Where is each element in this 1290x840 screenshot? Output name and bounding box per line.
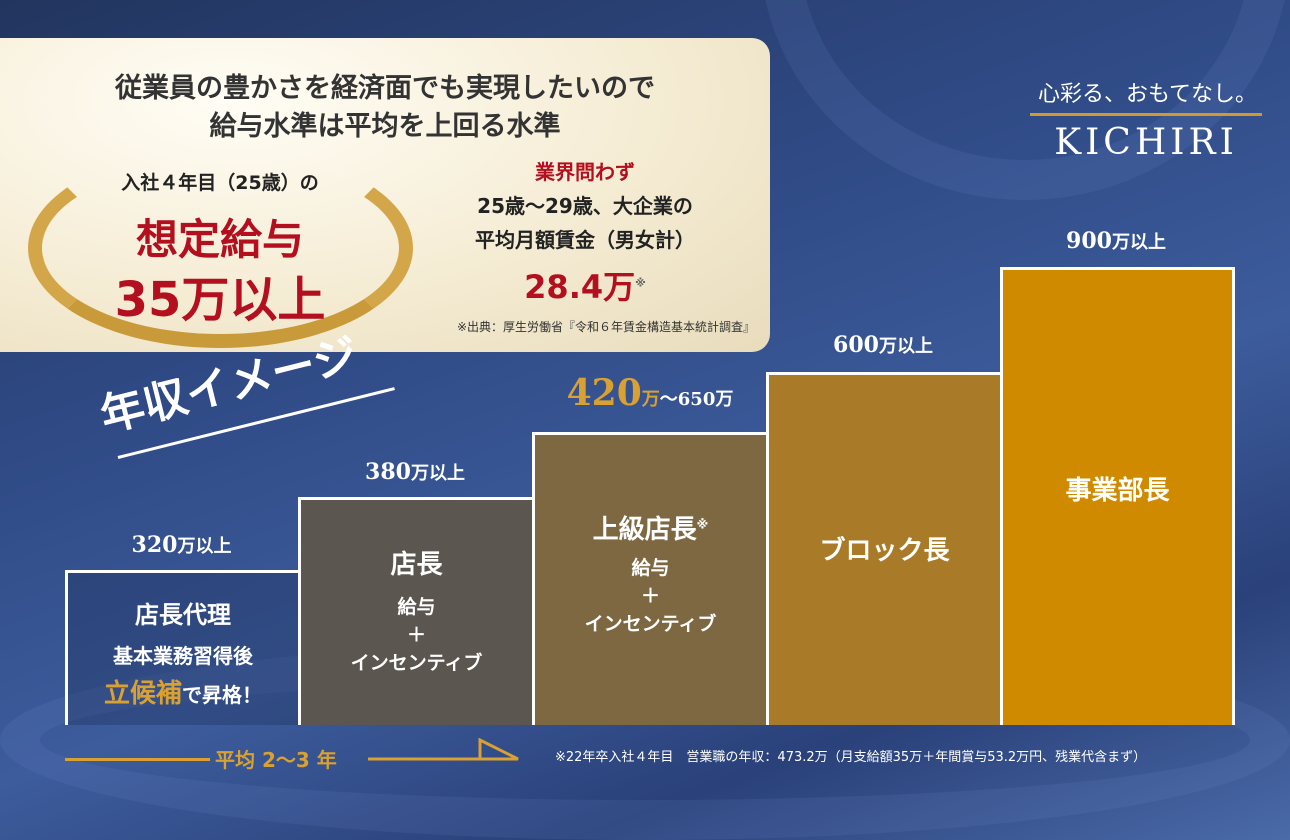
bar-assistant-manager: 店長代理 基本業務習得後 立候補で昇格！: [65, 570, 301, 725]
bar-store-manager: 店長 給与＋インセンティブ: [298, 497, 535, 725]
footnote: ※22年卒入社４年目 営業職の年収：473.2万（月支給額35万＋年間賞与53.…: [555, 750, 1147, 765]
bar-block-manager: ブロック長: [766, 372, 1003, 725]
bar-senior-store-manager: 上級店長※ 給与＋インセンティブ: [532, 432, 769, 725]
level-title: 店長: [390, 550, 443, 580]
level-desc: 基本業務習得後: [113, 644, 253, 668]
logo-divider: [1030, 113, 1262, 116]
comparison-amount: 28.4万※: [440, 262, 730, 308]
level-pay: 給与＋インセンティブ: [350, 596, 483, 674]
comparison-line-1: 25歳〜29歳、大企業の: [477, 194, 693, 218]
level-title: 店長代理: [135, 601, 231, 629]
badge-intro: 入社４年目（25歳）の: [121, 172, 319, 194]
level-title: 上級店長※: [592, 515, 709, 545]
badge-title: 想定給与: [135, 215, 304, 264]
timeline-line-left: [65, 758, 210, 761]
logo-tagline: 心彩る、おもてなし。: [1037, 82, 1258, 107]
salary-label-1: 320万以上: [131, 532, 232, 558]
timeline-arrow-icon: [368, 738, 519, 761]
level-pay: 給与＋インセンティブ: [584, 557, 717, 635]
salary-label-5: 900万以上: [1066, 228, 1166, 254]
salary-label-3: 420万〜650万: [566, 372, 734, 414]
comparison-source: ※出典：厚生労働省『令和６年賃金構造基本統計調査』: [456, 320, 755, 334]
comparison-tag: 業界問わず: [535, 160, 635, 184]
salary-label-2: 380万以上: [365, 459, 465, 485]
comparison-line-2: 平均月額賃金（男女計）: [475, 228, 695, 252]
level-title: 事業部長: [1065, 476, 1170, 506]
salary-label-4: 600万以上: [833, 332, 933, 358]
logo-brand: KICHIRI: [1054, 122, 1238, 163]
header-line-2: 給与水準は平均を上回る水準: [209, 111, 561, 142]
bar-division-manager: 事業部長: [1000, 267, 1235, 725]
level-title: ブロック長: [819, 536, 950, 566]
comparison-amount-value: 28.4万: [524, 268, 636, 306]
level-desc-2: 立候補で昇格！: [103, 679, 262, 709]
timeline-label: 平均 2〜3 年: [215, 748, 337, 772]
comparison-mark: ※: [635, 276, 646, 290]
badge-amount: 35万以上: [114, 272, 326, 328]
header-line-1: 従業員の豊かさを経済面でも実現したいので: [115, 73, 655, 104]
